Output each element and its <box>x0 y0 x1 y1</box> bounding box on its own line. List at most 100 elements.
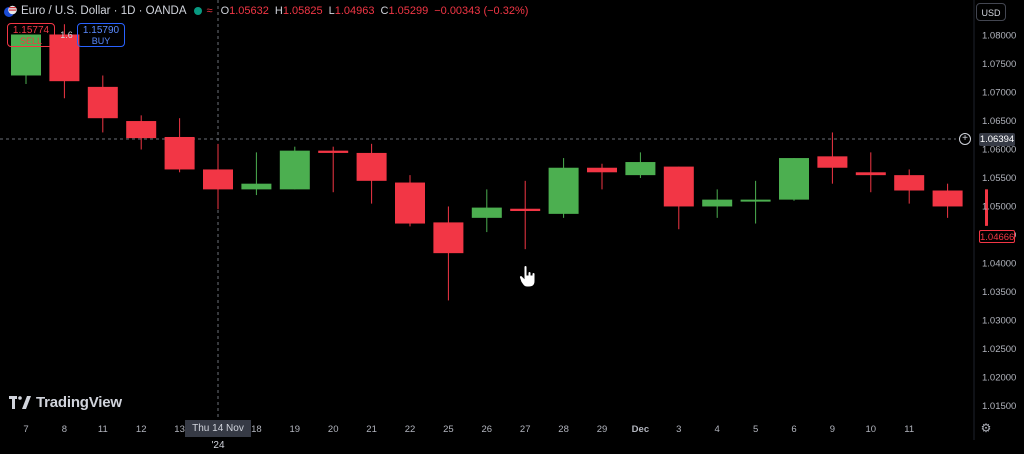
candle-nov-11 <box>87 75 118 133</box>
time-tick-label: 9 <box>830 424 835 435</box>
market-open-status-icon <box>193 7 202 15</box>
candle-body <box>855 172 886 176</box>
candle-dec-5 <box>779 158 809 201</box>
ohlc-open: O1.05632 <box>220 5 269 17</box>
candle-nov-7 <box>11 34 41 85</box>
sell-price: 1.15774 <box>12 25 50 36</box>
time-tick-label: 12 <box>136 424 147 435</box>
candle-dec-3 <box>702 189 733 218</box>
time-tick-label: 11 <box>98 424 108 435</box>
candle-body <box>817 156 848 168</box>
candle-body <box>663 166 694 207</box>
candle-body <box>126 121 157 139</box>
settings-gear-icon[interactable]: ⚙ <box>980 421 992 435</box>
euro-usd-flag-icon <box>4 5 17 17</box>
candle-nov-28 <box>587 163 617 190</box>
chart-canvas[interactable]: 1.08000 1.07500 1.07000 1.06500 1.06000 1.055… <box>0 0 1024 440</box>
price-tick-label: 1.01500 <box>982 401 1016 412</box>
candle-body <box>356 152 387 181</box>
time-axis[interactable]: 781112131518192021222526272829Dec3456910… <box>23 424 914 435</box>
candle-nov-26 <box>510 180 541 250</box>
price-tick-label: 1.07500 <box>982 59 1016 70</box>
symbol-header: Euro / U.S. Dollar · 1D · OANDA ≈ O1.056… <box>0 0 528 22</box>
candle-body <box>318 150 349 153</box>
currency-selector[interactable]: USD <box>976 3 1006 21</box>
ohlc-low: L1.04963 <box>328 5 375 17</box>
time-tick-label: 28 <box>558 424 569 435</box>
price-tick-label: 1.02500 <box>982 344 1016 355</box>
candle-body <box>985 189 988 226</box>
candle-nov-19 <box>318 146 349 193</box>
candle-nov-14 <box>203 143 233 210</box>
candle-body <box>164 136 195 170</box>
buy-price: 1.15790 <box>82 25 120 36</box>
candle-dec-6 <box>817 132 848 184</box>
price-tick-label: 1.06500 <box>982 116 1016 127</box>
ohlc-close: C1.05299 <box>380 5 429 17</box>
time-tick-label: 6 <box>791 424 796 435</box>
brand-name: TradingView <box>36 394 122 411</box>
price-tick-label: 1.03500 <box>982 287 1016 298</box>
price-tick-label: 1.05500 <box>982 173 1016 184</box>
ohlc-high: H1.05825 <box>274 5 323 17</box>
candle-dec-2 <box>663 166 694 230</box>
price-tick-label: 1.08000 <box>982 31 1016 42</box>
time-tick-label: 27 <box>520 424 531 435</box>
candle-body <box>279 150 310 190</box>
candle-body <box>433 222 464 254</box>
time-tick-label: 3 <box>676 424 681 435</box>
candle-nov-25 <box>471 189 502 233</box>
time-tick-label: 4 <box>715 424 720 435</box>
candle-body <box>894 175 925 191</box>
candle-body <box>702 199 733 207</box>
time-tick-label: 25 <box>443 424 454 435</box>
time-tick-label: 19 <box>290 424 301 435</box>
candle-nov-12 <box>126 115 157 150</box>
time-tick-label: 13 <box>174 424 185 435</box>
time-tick-label: 20 <box>328 424 339 435</box>
tradingview-logo[interactable]: TradingView <box>9 394 122 411</box>
crosshair-price-label: 1.06394 <box>979 133 1015 146</box>
candle-body <box>510 208 541 212</box>
candle-body <box>395 182 425 224</box>
sell-label: SELL <box>19 36 43 46</box>
add-alert-plus-icon[interactable]: + <box>959 133 971 145</box>
candle-body <box>932 190 963 207</box>
candle-body <box>241 183 272 190</box>
time-tick-label: 11 <box>904 424 914 435</box>
tradingview-logo-icon <box>9 395 31 409</box>
candle-nov-21 <box>395 175 425 227</box>
candle-body <box>587 167 617 173</box>
candle-body <box>779 158 809 200</box>
candle-nov-20 <box>356 143 387 204</box>
time-tick-label: 29 <box>597 424 608 435</box>
candle-nov-27 <box>548 158 579 218</box>
price-tick-label: 1.03000 <box>982 315 1016 326</box>
candle-nov-15 <box>241 152 272 196</box>
symbol-title[interactable]: Euro / U.S. Dollar · 1D · OANDA <box>21 5 187 17</box>
time-tick-label: 5 <box>753 424 758 435</box>
last-price-label: 1.04666 <box>979 230 1015 243</box>
time-tick-label: 26 <box>482 424 493 435</box>
buy-button[interactable]: 1.15790 BUY <box>77 23 125 47</box>
candle-body <box>740 199 771 202</box>
ohlc-change: −0.00343 (−0.32%) <box>434 5 529 17</box>
candle-body <box>203 169 233 190</box>
time-tick-label: 22 <box>405 424 416 435</box>
spread-value: 1.6 <box>60 30 73 40</box>
candle-dec-10 <box>894 169 925 204</box>
candle-dec-4 <box>740 180 771 224</box>
price-tick-label: 1.05000 <box>982 201 1016 212</box>
time-tick-label: 7 <box>23 424 28 435</box>
buy-label: BUY <box>91 36 111 46</box>
candle-dec-9 <box>855 152 886 193</box>
sell-button[interactable]: 1.15774 SELL <box>7 23 55 47</box>
chart-area[interactable]: 1.08000 1.07500 1.07000 1.06500 1.06000 1.055… <box>0 0 1024 440</box>
hand-cursor-icon <box>518 265 536 288</box>
time-tick-label: 21 <box>366 424 377 435</box>
candle-dec-11 <box>932 183 963 218</box>
ohlc-readout: O1.05632 H1.05825 L1.04963 C1.05299 −0.0… <box>221 5 529 17</box>
crosshair-date-label: Thu 14 Nov '24 <box>185 420 251 451</box>
time-tick-label: 10 <box>866 424 877 435</box>
candle-nov-13 <box>164 118 195 173</box>
